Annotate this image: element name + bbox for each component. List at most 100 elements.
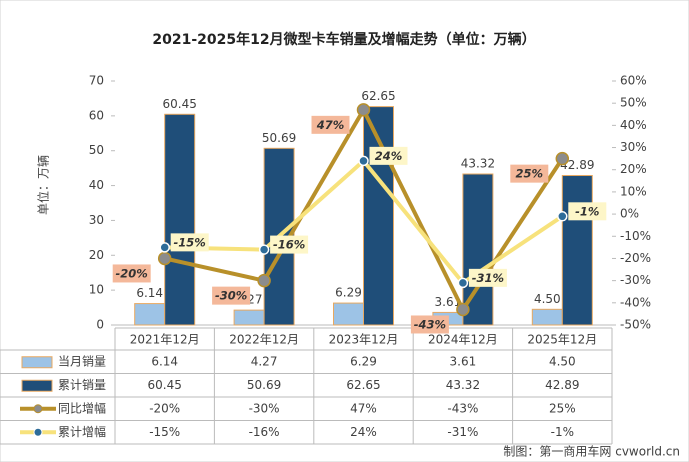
y-tick-label: 30: [89, 213, 104, 227]
bar: [233, 309, 265, 326]
table-cell: 6.29: [350, 354, 377, 368]
chart-title: 2021-2025年12月微型卡车销量及增幅走势（单位：万辆）: [152, 31, 535, 48]
table-cell: 6.14: [151, 354, 178, 368]
table-cell: 60.45: [148, 378, 182, 392]
table-cell: 50.69: [247, 378, 281, 392]
table-cell: -31%: [447, 425, 478, 439]
table-cell: 4.50: [549, 354, 576, 368]
value-label: -20%: [116, 266, 148, 280]
legend-label: 当月销量: [58, 354, 106, 368]
y2-tick-label: 10%: [620, 184, 647, 198]
y2-tick-label: -50%: [620, 318, 651, 332]
label-box: [410, 315, 449, 334]
y-tick-label: 50: [89, 143, 104, 157]
table-cell: 3.61: [450, 354, 477, 368]
y2-tick-label: 60%: [620, 74, 647, 88]
table-cell: -20%: [149, 401, 180, 415]
table-cell: 25%: [549, 401, 576, 415]
value-label: 43.32: [461, 156, 495, 170]
y-tick-label: 60: [89, 108, 104, 122]
marker: [157, 251, 172, 266]
marker: [257, 273, 271, 288]
legend-swatch: [21, 379, 53, 392]
legend-marker: [33, 404, 43, 414]
y2-tick-label: 0%: [620, 207, 639, 221]
source: 制图：第一商用车网 cvworld.cn: [503, 444, 680, 459]
y-tick-label: 20: [89, 248, 104, 262]
legend-swatch: [21, 356, 53, 369]
marker: [457, 277, 469, 289]
value-label: 6.29: [335, 286, 362, 300]
bar: [561, 174, 593, 326]
marker: [456, 302, 470, 317]
value-label: 60.45: [163, 97, 197, 111]
table-cell: 42.89: [545, 378, 579, 392]
y2-tick-label: -40%: [620, 295, 651, 309]
table-cell: 24%: [350, 425, 377, 439]
value-label: 24%: [375, 149, 403, 163]
bar: [333, 302, 364, 326]
value-label: 62.65: [361, 89, 395, 103]
y2-tick-label: -30%: [620, 273, 651, 287]
y2-tick-label: 50%: [620, 96, 647, 110]
value-label: 47%: [316, 118, 345, 132]
table-cell: -16%: [249, 425, 280, 439]
bar: [164, 113, 196, 326]
y-tick-label: 70: [89, 74, 104, 88]
y2-tick-label: -10%: [620, 229, 651, 243]
value-label: 25%: [516, 167, 544, 181]
y2-tick-label: 30%: [620, 140, 647, 154]
label-box: [212, 286, 251, 305]
bar: [531, 308, 563, 326]
legend-label: 同比增幅: [58, 400, 106, 415]
label-box: [112, 264, 151, 283]
table-cell: -43%: [447, 401, 478, 415]
y-axis-label: 单位：万辆: [36, 155, 51, 215]
label-box: [468, 268, 507, 287]
x-tick-label: 2022年12月: [229, 333, 299, 347]
y2-tick-label: 20%: [620, 162, 647, 176]
value-label: 3.61: [435, 295, 462, 309]
marker: [159, 242, 170, 253]
value-label: -30%: [215, 289, 247, 303]
value-label: -15%: [174, 235, 206, 249]
value-label: 6.14: [136, 286, 163, 300]
y2-tick-label: -20%: [620, 251, 651, 265]
y-tick-label: 0: [96, 318, 104, 332]
value-label: -1%: [575, 204, 599, 218]
marker: [555, 151, 570, 166]
legend-marker: [33, 427, 43, 437]
bar: [134, 303, 166, 326]
value-label: 50.69: [262, 131, 296, 145]
y2-tick-label: 40%: [620, 118, 647, 132]
value-label: -43%: [414, 317, 446, 331]
legend-label: 累计增幅: [58, 424, 106, 439]
y-tick-label: 40: [89, 178, 104, 192]
legend-label: 累计销量: [58, 378, 106, 392]
value-label: 4.50: [534, 292, 561, 306]
value-label: -31%: [472, 271, 504, 285]
table-cell: -30%: [249, 401, 280, 415]
label-box: [270, 235, 309, 254]
table-cell: -1%: [551, 425, 574, 439]
marker: [557, 211, 568, 222]
value-label: -16%: [273, 238, 305, 252]
marker: [258, 244, 270, 255]
x-tick-label: 2025年12月: [527, 333, 597, 347]
table-cell: 4.27: [251, 354, 278, 368]
marker: [356, 103, 371, 117]
x-tick-label: 2021年12月: [130, 333, 200, 347]
table-cell: 43.32: [446, 378, 480, 392]
table-cell: 62.65: [346, 378, 380, 392]
marker: [358, 155, 369, 167]
label-box: [568, 202, 607, 221]
label-box: [510, 164, 549, 183]
label-box: [369, 146, 408, 165]
table-cell: -15%: [149, 425, 180, 439]
value-label: 42.89: [560, 158, 594, 172]
y-tick-label: 10: [89, 283, 104, 297]
x-tick-label: 2023年12月: [329, 333, 399, 347]
label-box: [170, 233, 209, 252]
label-box: [311, 115, 350, 134]
